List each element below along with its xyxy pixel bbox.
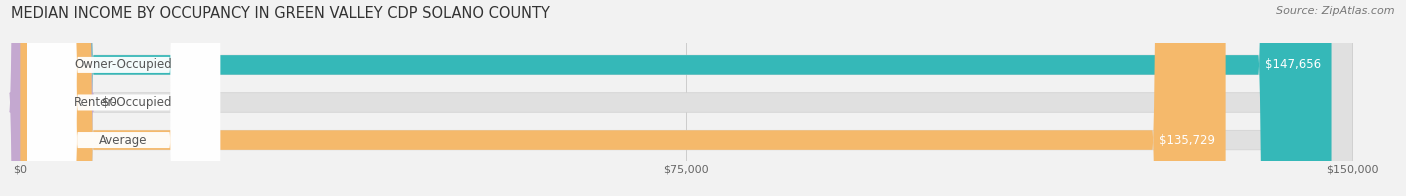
- FancyBboxPatch shape: [20, 0, 1353, 196]
- FancyBboxPatch shape: [27, 0, 221, 196]
- Text: $135,729: $135,729: [1159, 133, 1215, 147]
- Text: Renter-Occupied: Renter-Occupied: [75, 96, 173, 109]
- FancyBboxPatch shape: [27, 0, 221, 196]
- Text: Source: ZipAtlas.com: Source: ZipAtlas.com: [1277, 6, 1395, 16]
- FancyBboxPatch shape: [10, 0, 94, 196]
- FancyBboxPatch shape: [20, 0, 1353, 196]
- Text: Owner-Occupied: Owner-Occupied: [75, 58, 173, 71]
- FancyBboxPatch shape: [20, 0, 1226, 196]
- Text: $147,656: $147,656: [1265, 58, 1320, 71]
- Text: Average: Average: [100, 133, 148, 147]
- Text: $0: $0: [103, 96, 117, 109]
- FancyBboxPatch shape: [20, 0, 1331, 196]
- Text: MEDIAN INCOME BY OCCUPANCY IN GREEN VALLEY CDP SOLANO COUNTY: MEDIAN INCOME BY OCCUPANCY IN GREEN VALL…: [11, 6, 550, 21]
- FancyBboxPatch shape: [20, 0, 1353, 196]
- FancyBboxPatch shape: [27, 0, 221, 196]
